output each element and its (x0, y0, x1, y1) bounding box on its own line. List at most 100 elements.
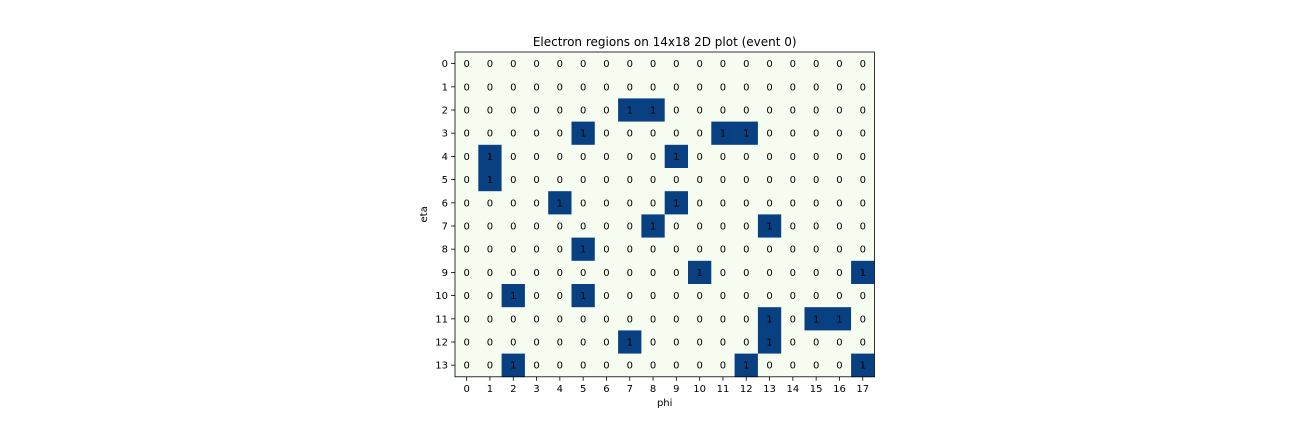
heatmap-cell-2-12 (734, 98, 759, 122)
heatmap-cell-9-3 (524, 260, 549, 285)
heatmap-cell-2-17 (851, 98, 875, 122)
heatmap-cell-5-10 (688, 168, 712, 192)
x-tick-label: 17 (856, 384, 869, 395)
cell-value-label-9-4: 0 (557, 268, 563, 279)
cell-value-label-2-2: 0 (510, 106, 516, 117)
heatmap-cell-2-10 (688, 98, 712, 122)
cell-value-label-3-3: 0 (533, 129, 539, 140)
cell-value-label-8-3: 0 (533, 245, 539, 256)
heatmap-cell-7-0 (455, 214, 479, 238)
cell-value-label-2-4: 0 (557, 106, 563, 117)
heatmap-cell-8-4 (548, 237, 572, 262)
cell-value-label-8-10: 0 (696, 245, 702, 256)
heatmap-cell-4-8 (641, 144, 665, 169)
heatmap-cell-5-1 (478, 168, 502, 192)
cell-value-label-3-15: 0 (813, 129, 819, 140)
x-tick-label: 14 (786, 384, 799, 395)
cell-value-label-12-14: 0 (790, 338, 796, 349)
cell-value-label-3-14: 0 (790, 129, 796, 140)
cell-value-label-10-11: 0 (720, 291, 726, 302)
heatmap-cell-0-1 (478, 52, 502, 76)
heatmap-cell-0-17 (851, 52, 875, 76)
cell-value-label-9-6: 0 (603, 268, 609, 279)
heatmap-cell-1-13 (757, 75, 782, 99)
heatmap-cell-6-10 (688, 191, 712, 215)
x-tick-label: 2 (510, 384, 516, 395)
heatmap-cell-5-7 (618, 168, 642, 192)
heatmap-cell-11-1 (478, 307, 502, 331)
cell-value-label-8-12: 0 (743, 245, 749, 256)
x-tick-label: 15 (810, 384, 823, 395)
heatmap-cell-5-0 (455, 168, 479, 192)
cell-value-label-10-9: 0 (673, 291, 679, 302)
cell-value-label-12-2: 0 (510, 338, 516, 349)
y-tick-label: 6 (442, 198, 448, 209)
cell-value-label-12-16: 0 (836, 338, 842, 349)
cell-value-label-12-6: 0 (603, 338, 609, 349)
heatmap-cell-6-7 (618, 191, 642, 215)
heatmap-cell-2-7 (618, 98, 642, 122)
cell-value-label-4-0: 0 (463, 152, 469, 163)
cell-value-label-4-11: 0 (720, 152, 726, 163)
cell-value-label-9-0: 0 (463, 268, 469, 279)
y-tick-label: 7 (442, 222, 448, 233)
y-tick-label: 8 (442, 245, 448, 256)
cell-value-label-7-7: 0 (627, 222, 633, 233)
cell-value-label-11-4: 0 (557, 314, 563, 325)
cell-value-label-12-1: 0 (487, 338, 493, 349)
cell-value-label-2-5: 0 (580, 106, 586, 117)
heatmap-cell-3-12 (734, 121, 759, 146)
heatmap-cell-10-1 (478, 284, 502, 308)
cell-value-label-12-10: 0 (696, 338, 702, 349)
cell-value-label-2-16: 0 (836, 106, 842, 117)
cell-value-label-5-13: 0 (766, 175, 772, 186)
heatmap-cell-1-17 (851, 75, 875, 99)
cell-value-label-11-1: 0 (487, 314, 493, 325)
heatmap-cell-1-3 (524, 75, 549, 99)
cell-value-label-12-4: 0 (557, 338, 563, 349)
cell-value-label-0-3: 0 (533, 59, 539, 70)
heatmap-cell-2-15 (804, 98, 829, 122)
cell-value-label-6-8: 0 (650, 198, 656, 209)
heatmap-cell-0-11 (711, 52, 735, 76)
heatmap-cells (455, 52, 875, 378)
heatmap-cell-0-15 (804, 52, 829, 76)
heatmap-cell-11-0 (455, 307, 479, 331)
heatmap-cell-2-11 (711, 98, 735, 122)
cell-value-label-8-2: 0 (510, 245, 516, 256)
y-tick-label: 3 (442, 129, 448, 140)
cell-value-label-10-0: 0 (463, 291, 469, 302)
heatmap-cell-9-10 (688, 260, 712, 285)
cell-value-label-3-8: 0 (650, 129, 656, 140)
cell-value-label-11-10: 0 (696, 314, 702, 325)
heatmap-cell-10-10 (688, 284, 712, 308)
cell-value-label-1-8: 0 (650, 82, 656, 93)
cell-value-label-13-8: 0 (650, 361, 656, 372)
heatmap-cell-10-9 (664, 284, 689, 308)
heatmap-cell-11-10 (688, 307, 712, 331)
heatmap-cell-0-14 (781, 52, 805, 76)
x-axis-ticks: 0 1 2 3 4 5 6 7 8 9 10 11 12 13 14 15 16 17 (463, 376, 869, 395)
heatmap-cell-0-9 (664, 52, 689, 76)
cell-value-label-5-16: 0 (836, 175, 842, 186)
heatmap-cell-10-8 (641, 284, 665, 308)
cell-value-label-10-10: 0 (696, 291, 702, 302)
cell-value-label-0-10: 0 (696, 59, 702, 70)
cell-value-label-6-5: 0 (580, 198, 586, 209)
heatmap-cell-4-4 (548, 144, 572, 169)
cell-value-label-2-12: 0 (743, 106, 749, 117)
heatmap-cell-6-15 (804, 191, 829, 215)
heatmap-cell-8-3 (524, 237, 549, 262)
heatmap-cell-9-4 (548, 260, 572, 285)
cell-value-label-11-6: 0 (603, 314, 609, 325)
heatmap-cell-12-12 (734, 330, 759, 354)
heatmap-cell-13-4 (548, 353, 572, 378)
heatmap-cell-13-16 (827, 353, 852, 378)
heatmap-cell-5-5 (571, 168, 596, 192)
cell-value-label-7-8: 1 (650, 222, 656, 233)
cell-value-label-6-3: 0 (533, 198, 539, 209)
cell-value-label-4-7: 0 (627, 152, 633, 163)
cell-value-label-5-12: 0 (743, 175, 749, 186)
x-axis-label: phi (657, 398, 672, 409)
heatmap-cell-3-6 (594, 121, 619, 146)
